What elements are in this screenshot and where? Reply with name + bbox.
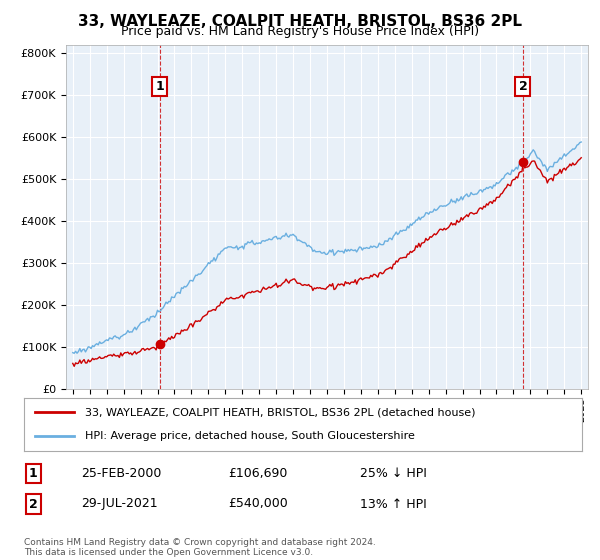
Text: 33, WAYLEAZE, COALPIT HEATH, BRISTOL, BS36 2PL: 33, WAYLEAZE, COALPIT HEATH, BRISTOL, BS… <box>78 14 522 29</box>
Text: 29-JUL-2021: 29-JUL-2021 <box>81 497 158 511</box>
Text: 1: 1 <box>155 80 164 92</box>
Text: 1: 1 <box>29 466 37 480</box>
Text: 2: 2 <box>29 497 37 511</box>
Text: Price paid vs. HM Land Registry's House Price Index (HPI): Price paid vs. HM Land Registry's House … <box>121 25 479 38</box>
Text: £540,000: £540,000 <box>228 497 288 511</box>
Text: Contains HM Land Registry data © Crown copyright and database right 2024.
This d: Contains HM Land Registry data © Crown c… <box>24 538 376 557</box>
Text: 25-FEB-2000: 25-FEB-2000 <box>81 466 161 480</box>
Text: HPI: Average price, detached house, South Gloucestershire: HPI: Average price, detached house, Sout… <box>85 431 415 441</box>
Text: £106,690: £106,690 <box>228 466 287 480</box>
Text: 2: 2 <box>518 80 527 92</box>
Text: 33, WAYLEAZE, COALPIT HEATH, BRISTOL, BS36 2PL (detached house): 33, WAYLEAZE, COALPIT HEATH, BRISTOL, BS… <box>85 408 476 418</box>
Text: 25% ↓ HPI: 25% ↓ HPI <box>360 466 427 480</box>
Text: 13% ↑ HPI: 13% ↑ HPI <box>360 497 427 511</box>
